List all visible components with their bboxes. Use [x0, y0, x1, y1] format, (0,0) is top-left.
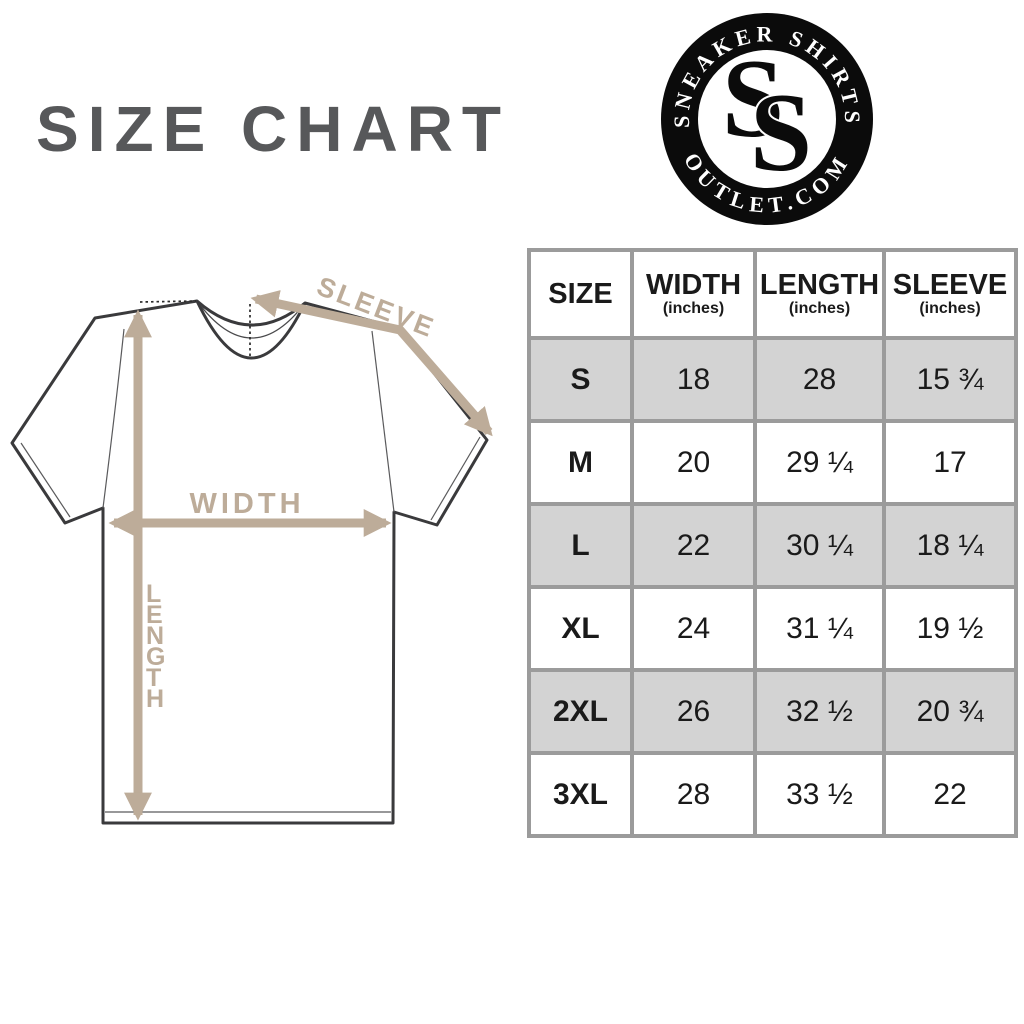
- size-table-row: M 20 29 ¼ 17: [527, 419, 1018, 506]
- size-table: SIZE WIDTH (inches) LENGTH (inches) SLEE…: [527, 248, 1018, 838]
- width-cell: 18: [630, 336, 757, 423]
- size-cell: 3XL: [527, 751, 634, 838]
- width-cell: 20: [630, 419, 757, 506]
- width-label: WIDTH: [189, 488, 305, 520]
- width-cell: 28: [630, 751, 757, 838]
- size-table-header: SIZE WIDTH (inches) LENGTH (inches) SLEE…: [527, 248, 1018, 340]
- size-cell: L: [527, 502, 634, 589]
- size-table-row: 3XL 28 33 ½ 22: [527, 751, 1018, 838]
- size-table-row: XL 24 31 ¼ 19 ½: [527, 585, 1018, 672]
- width-cell: 22: [630, 502, 757, 589]
- column-sublabel: (inches): [662, 300, 725, 318]
- column-header-size: SIZE: [527, 248, 634, 340]
- column-header-length: LENGTH (inches): [753, 248, 886, 340]
- length-label: LENGTH: [146, 580, 175, 713]
- length-cell: 30 ¼: [753, 502, 886, 589]
- column-label: WIDTH: [645, 268, 742, 301]
- sleeve-cell: 15 ¾: [882, 336, 1018, 423]
- column-sublabel: (inches): [919, 300, 981, 318]
- column-label: SIZE: [548, 277, 613, 310]
- sleeve-cell: 18 ¼: [882, 502, 1018, 589]
- length-cell: 31 ¼: [753, 585, 886, 672]
- sleeve-cell: 20 ¾: [882, 668, 1018, 755]
- tshirt-outline: [10, 299, 489, 825]
- left-cuff-hem: [20, 442, 71, 518]
- length-cell: 32 ½: [753, 668, 886, 755]
- right-cuff-hem: [430, 436, 481, 521]
- size-cell: S: [527, 336, 634, 423]
- shoulder-dotted-line: [139, 300, 197, 303]
- size-cell: M: [527, 419, 634, 506]
- logo-ss-monogram: S S: [722, 37, 814, 197]
- page-title: SIZE CHART: [36, 93, 510, 165]
- column-label: SLEEVE: [892, 268, 1008, 301]
- width-cell: 26: [630, 668, 757, 755]
- monogram-s-1: S: [722, 37, 784, 161]
- sleeve-cell: 22: [882, 751, 1018, 838]
- size-cell: XL: [527, 585, 634, 672]
- sleeve-cell: 19 ½: [882, 585, 1018, 672]
- length-cell: 33 ½: [753, 751, 886, 838]
- monogram-s-2: S: [750, 71, 812, 195]
- tshirt-diagram: [10, 290, 493, 825]
- size-table-row: S 18 28 15 ¾: [527, 336, 1018, 423]
- size-cell: 2XL: [527, 668, 634, 755]
- length-cell: 29 ¼: [753, 419, 886, 506]
- sleeve-cell: 17: [882, 419, 1018, 506]
- column-sublabel: (inches): [788, 300, 851, 318]
- length-cell: 28: [753, 336, 886, 423]
- size-table-row: L 22 30 ¼ 18 ¼: [527, 502, 1018, 589]
- column-header-width: WIDTH (inches): [630, 248, 757, 340]
- width-cell: 24: [630, 585, 757, 672]
- column-label: LENGTH: [759, 268, 880, 301]
- logo-inner-circle: [698, 50, 836, 188]
- left-side-seam: [102, 328, 125, 509]
- sleeve-arrow: [250, 290, 493, 437]
- size-table-row: 2XL 26 32 ½ 20 ¾: [527, 668, 1018, 755]
- column-header-sleeve: SLEEVE (inches): [882, 248, 1018, 340]
- brand-logo: SNEAKER SHIRTS OUTLET.COM S S: [661, 13, 873, 225]
